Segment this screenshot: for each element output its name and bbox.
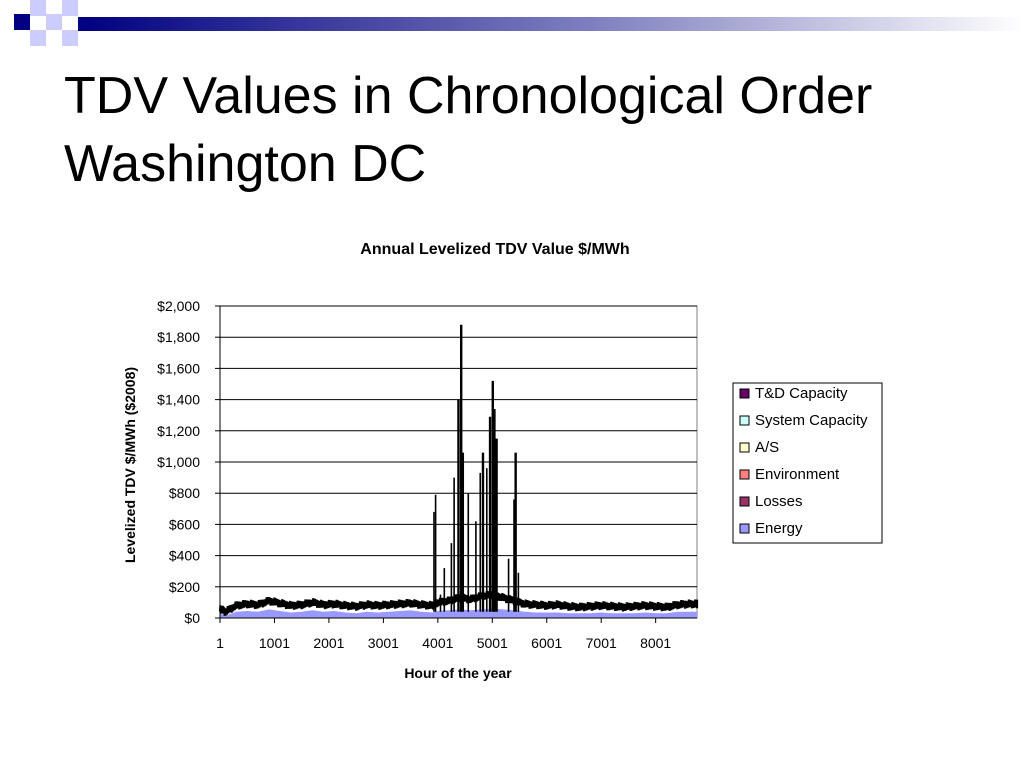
deco-square bbox=[30, 30, 46, 46]
y-tick-label: $1,000 bbox=[157, 454, 200, 470]
y-tick-label: $1,800 bbox=[157, 329, 200, 345]
legend: T&D Capacity System Capacity A/S Environmen… bbox=[732, 382, 883, 544]
legend-entry: T&D Capacity bbox=[755, 385, 848, 402]
deco-square bbox=[30, 0, 46, 16]
legend-entry: A/S bbox=[755, 439, 779, 456]
legend-swatch bbox=[739, 496, 750, 507]
deco-square bbox=[46, 14, 62, 30]
legend-entry: Losses bbox=[755, 493, 803, 510]
energy-area bbox=[220, 608, 697, 618]
y-tick-label: $1,600 bbox=[157, 360, 200, 376]
y-tick-label: $2,000 bbox=[157, 298, 200, 314]
y-tick-label: $200 bbox=[169, 579, 200, 595]
legend-swatch bbox=[739, 415, 750, 426]
title-decoration bbox=[14, 0, 1024, 46]
x-tick-label: 4001 bbox=[422, 635, 453, 651]
x-axis-label: Hour of the year bbox=[404, 665, 512, 681]
deco-square bbox=[14, 14, 30, 30]
x-tick-label: 8001 bbox=[640, 635, 671, 651]
legend-entry: System Capacity bbox=[755, 412, 868, 429]
slide-title-line2: Washington DC bbox=[64, 135, 427, 193]
x-tick-label: 3001 bbox=[368, 635, 399, 651]
x-tick-label: 1001 bbox=[259, 635, 290, 651]
y-tick-label: $800 bbox=[169, 485, 200, 501]
legend-box bbox=[732, 382, 883, 544]
y-tick-label: $1,200 bbox=[157, 423, 200, 439]
slide-title: TDV Values in Chronological Order Washin… bbox=[64, 62, 1004, 198]
x-tick-label: 2001 bbox=[313, 635, 344, 651]
slide-title-line1: TDV Values in Chronological Order bbox=[64, 67, 873, 125]
x-tick-label: 5001 bbox=[477, 635, 508, 651]
x-tick-label: 1 bbox=[216, 635, 224, 651]
chart-title: Annual Levelized TDV Value $/MWh bbox=[360, 241, 629, 258]
x-tick-label: 6001 bbox=[531, 635, 562, 651]
legend-entry: Energy bbox=[755, 520, 803, 537]
deco-square bbox=[62, 30, 78, 46]
deco-gradient-bar bbox=[78, 17, 1024, 31]
series-lines bbox=[218, 324, 699, 616]
y-tick-label: $0 bbox=[184, 610, 200, 626]
x-tick-label: 7001 bbox=[586, 635, 617, 651]
y-tick-label: $1,400 bbox=[157, 392, 200, 408]
y-axis-label: Levelized TDV $/MWh ($2008) bbox=[122, 367, 138, 563]
legend-entry: Environment bbox=[755, 466, 840, 483]
legend-swatch bbox=[739, 388, 750, 399]
y-tick-label: $600 bbox=[169, 516, 200, 532]
energy-area-fill bbox=[220, 608, 697, 618]
legend-swatch bbox=[739, 442, 750, 453]
y-tick-label: $400 bbox=[169, 548, 200, 564]
legend-swatch bbox=[739, 469, 750, 480]
legend-swatch bbox=[739, 523, 750, 534]
axes: $0 $200 $400 $600 $800 $1,000 $1,200 $1,400 $1,6… bbox=[157, 298, 697, 651]
deco-square bbox=[62, 0, 78, 16]
